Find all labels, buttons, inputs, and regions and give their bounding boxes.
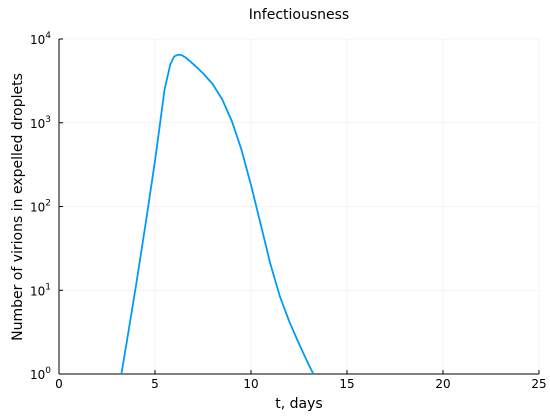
x-axis-label: t, days: [275, 396, 322, 412]
y-tick-label: 104: [30, 31, 51, 47]
series-line: [120, 53, 315, 375]
x-tick-label: 20: [435, 377, 450, 391]
x-axis-ticks: 0 5 10 15 20 25: [55, 370, 547, 391]
y-tick-exponent: 3: [45, 115, 51, 125]
y-tick-base: 10: [30, 368, 45, 382]
y-tick-exponent: 2: [45, 199, 51, 209]
x-tick-label: 0: [55, 377, 63, 391]
x-tick-label: 15: [339, 377, 354, 391]
y-tick-exponent: 4: [45, 31, 51, 41]
y-tick-exponent: 1: [45, 282, 51, 292]
y-tick-label: 103: [30, 115, 51, 131]
y-tick-label: 102: [30, 199, 51, 215]
y-axis-label: Number of virions in expelled droplets: [10, 73, 26, 341]
y-tick-label: 100: [30, 366, 51, 382]
y-tick-base: 10: [30, 284, 45, 298]
y-tick-base: 10: [30, 201, 45, 215]
y-gridlines: [59, 38, 539, 375]
y-tick-base: 10: [30, 33, 45, 47]
chart-title: Infectiousness: [249, 7, 349, 23]
x-tick-label: 5: [151, 377, 159, 391]
y-tick-label: 101: [30, 282, 51, 298]
x-tick-label: 10: [243, 377, 258, 391]
x-tick-label: 25: [531, 377, 546, 391]
y-tick-base: 10: [30, 117, 45, 131]
y-tick-exponent: 0: [45, 366, 51, 376]
